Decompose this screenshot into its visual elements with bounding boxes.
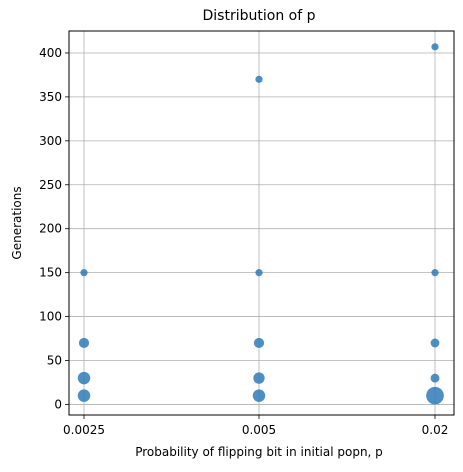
data-point	[430, 338, 440, 348]
chart-title: Distribution of p	[203, 8, 316, 24]
x-tick-label: 0.005	[242, 423, 276, 437]
y-axis-label: Generations	[10, 186, 24, 259]
x-axis-label: Probability of flipping bit in initial p…	[135, 445, 383, 459]
data-point	[253, 337, 265, 349]
plot-frame	[68, 30, 455, 416]
data-point	[430, 373, 440, 383]
data-point	[80, 269, 88, 277]
data-point	[255, 269, 263, 277]
data-point	[253, 372, 265, 384]
y-tick-label: 150	[39, 266, 62, 280]
y-tick-label: 250	[39, 178, 62, 192]
x-tick-label: 0.0025	[63, 423, 105, 437]
x-tick-label: 0.02	[422, 423, 449, 437]
grid-layer	[69, 31, 454, 415]
y-tick-label: 200	[39, 222, 62, 236]
data-point	[77, 371, 91, 385]
data-point	[431, 43, 439, 51]
y-tick-label: 50	[47, 354, 62, 368]
y-tick-label: 400	[39, 46, 62, 60]
data-point	[431, 269, 439, 277]
y-tick-label: 300	[39, 134, 62, 148]
data-point	[426, 386, 444, 405]
ticks-layer: 0 50 100 150 200 250 300 350 400 0.0025 0.005 0.02	[39, 46, 448, 437]
data-point	[77, 389, 91, 402]
data-point	[255, 75, 263, 83]
data-point	[252, 389, 266, 402]
points-layer	[77, 43, 444, 405]
y-tick-label: 0	[54, 397, 62, 411]
y-tick-label: 100	[39, 310, 62, 324]
y-tick-label: 350	[39, 90, 62, 104]
data-point	[78, 337, 90, 349]
